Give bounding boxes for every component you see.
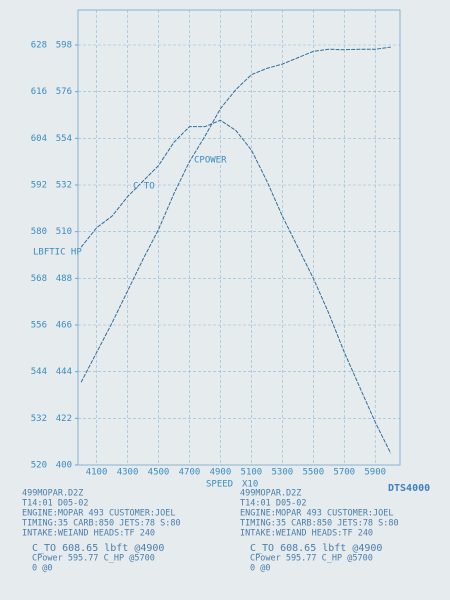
footer-line: CPower 595.77 C_HP @5700 bbox=[32, 554, 155, 564]
x-tick-label: 4900 bbox=[210, 468, 232, 478]
footer-line: INTAKE:WEIAND HEADS:TF 240 bbox=[240, 529, 373, 539]
y-tick-label: 604 bbox=[31, 134, 47, 144]
series-line bbox=[80, 46, 391, 383]
torque-annotation: C TO bbox=[133, 182, 155, 192]
x-tick-label: 4300 bbox=[117, 468, 139, 478]
x-axis-label: SPEED bbox=[206, 480, 233, 490]
y-tick-label: 520 bbox=[31, 461, 47, 471]
footer-line: 0 @0 bbox=[250, 564, 270, 574]
footer-line: C_TO 608.65 lbft @4900 bbox=[32, 543, 164, 554]
footer-line: T14:01 D05-02 bbox=[22, 499, 89, 509]
footer-line: CPower 595.77 C_HP @5700 bbox=[250, 554, 373, 564]
x-tick-label: 4100 bbox=[86, 468, 108, 478]
footer-line: T14:01 D05-02 bbox=[240, 499, 307, 509]
series-line bbox=[80, 119, 392, 454]
x-tick-label: 4500 bbox=[148, 468, 170, 478]
y2-tick-label: 576 bbox=[56, 87, 72, 97]
brand: DTS4000 bbox=[388, 483, 430, 494]
footer-line: TIMING:35 CARB:850 JETS:78 S:80 bbox=[240, 519, 399, 529]
x-tick-label: 5900 bbox=[364, 468, 386, 478]
footer-line: ENGINE:MOPAR 493 CUSTOMER:JOEL bbox=[240, 509, 394, 519]
y-tick-label: 544 bbox=[31, 367, 47, 377]
y-axis-label: LBFTIC HP bbox=[33, 248, 82, 258]
y2-tick-label: 554 bbox=[56, 134, 72, 144]
y-tick-label: 556 bbox=[31, 321, 47, 331]
y-tick-label: 616 bbox=[31, 87, 47, 97]
y2-tick-label: 466 bbox=[56, 321, 72, 331]
x-tick-label: 5700 bbox=[333, 468, 355, 478]
y-tick-label: 592 bbox=[31, 181, 47, 191]
y-tick-label: 580 bbox=[31, 227, 47, 237]
x-tick-label: 5500 bbox=[302, 468, 324, 478]
footer-line: 499MOPAR.D2Z bbox=[240, 489, 301, 499]
footer-line: INTAKE:WEIAND HEADS:TF 240 bbox=[22, 529, 155, 539]
x-tick-label: 5100 bbox=[241, 468, 263, 478]
y-tick-label: 628 bbox=[31, 41, 47, 51]
y-tick-label: 532 bbox=[31, 414, 47, 424]
footer-line: C_TO 608.65 lbft @4900 bbox=[250, 543, 382, 554]
power-annotation: CPOWER bbox=[194, 156, 227, 166]
footer-line: 499MOPAR.D2Z bbox=[22, 489, 83, 499]
y2-tick-label: 488 bbox=[56, 274, 72, 284]
y2-tick-label: 532 bbox=[56, 181, 72, 191]
y2-tick-label: 444 bbox=[56, 367, 72, 377]
x-axis-unit: X10 bbox=[242, 480, 258, 490]
y-tick-label: 568 bbox=[31, 274, 47, 284]
y2-tick-label: 400 bbox=[56, 461, 72, 471]
y2-tick-label: 510 bbox=[56, 227, 72, 237]
y2-tick-label: 598 bbox=[56, 41, 72, 51]
footer-line: TIMING:35 CARB:850 JETS:78 S:80 bbox=[22, 519, 181, 529]
y2-tick-label: 422 bbox=[56, 414, 72, 424]
footer-line: 0 @0 bbox=[32, 564, 52, 574]
footer-line: ENGINE:MOPAR 493 CUSTOMER:JOEL bbox=[22, 509, 176, 519]
x-tick-label: 5300 bbox=[272, 468, 294, 478]
x-tick-label: 4700 bbox=[179, 468, 201, 478]
